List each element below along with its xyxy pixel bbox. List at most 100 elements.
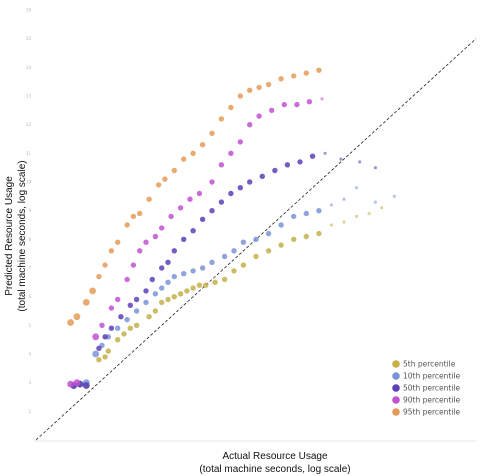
data-point <box>199 265 206 271</box>
data-point <box>199 216 206 222</box>
data-point <box>212 279 218 285</box>
data-point <box>196 190 203 197</box>
legend: 5th percentile 10th percentile 50th percen… <box>392 360 461 417</box>
y-tick-label: 10 <box>26 180 32 185</box>
data-point <box>367 211 371 216</box>
data-point <box>221 253 228 260</box>
x-axis-title: Actual Resource Usage <box>222 451 327 462</box>
data-point <box>137 210 143 217</box>
data-point <box>105 348 112 354</box>
data-point <box>115 337 121 343</box>
data-point <box>159 225 165 231</box>
data-point <box>309 153 316 159</box>
data-point <box>218 116 225 122</box>
data-point <box>171 294 177 300</box>
legend-swatch <box>392 408 400 416</box>
y-tick-label: 4 <box>28 352 31 357</box>
data-point <box>146 196 152 202</box>
data-point <box>291 213 297 220</box>
data-point <box>228 104 234 111</box>
data-point <box>133 322 140 328</box>
data-point <box>209 179 215 185</box>
y-tick-label: 9 <box>28 208 31 213</box>
data-point <box>240 239 247 245</box>
data-point <box>316 208 322 214</box>
y-tick-label: 16 <box>26 8 32 13</box>
data-point <box>342 220 346 224</box>
data-point <box>127 302 133 308</box>
data-point <box>133 296 140 303</box>
data-point <box>265 81 272 88</box>
data-point <box>253 236 259 242</box>
data-point <box>181 271 187 277</box>
data-point <box>265 248 272 254</box>
data-point <box>373 200 377 204</box>
legend-label: 50th percentile <box>403 384 461 393</box>
data-point <box>130 213 137 220</box>
data-point <box>284 162 291 168</box>
y-tick-label: 12 <box>26 122 32 127</box>
series-4 <box>67 67 322 326</box>
data-point <box>323 151 327 155</box>
data-point <box>247 179 253 185</box>
data-point <box>294 101 300 108</box>
data-point <box>181 236 187 242</box>
y-tick-label: 6 <box>28 294 31 299</box>
data-point <box>355 214 359 218</box>
data-point <box>190 285 196 291</box>
data-point <box>159 265 165 271</box>
data-point <box>256 84 262 91</box>
data-point <box>143 239 149 245</box>
data-point <box>291 236 297 242</box>
data-point <box>152 291 159 297</box>
data-point <box>102 334 108 340</box>
legend-label: 95th percentile <box>403 408 461 417</box>
data-point <box>221 276 228 283</box>
data-point <box>155 182 162 188</box>
data-point <box>96 273 102 280</box>
data-point <box>96 345 102 351</box>
y-tick-label: 2 <box>28 409 31 414</box>
data-point <box>168 213 174 220</box>
data-point <box>177 291 184 297</box>
data-point <box>130 262 137 268</box>
data-point <box>380 206 384 210</box>
data-point <box>181 156 187 162</box>
data-point <box>339 157 343 161</box>
series-2 <box>70 151 377 389</box>
data-point <box>196 282 203 288</box>
data-point <box>231 268 237 274</box>
data-point <box>278 222 284 228</box>
data-point <box>159 285 165 291</box>
data-point <box>209 208 215 214</box>
data-point <box>184 288 190 294</box>
data-point <box>102 262 108 268</box>
data-point <box>306 99 313 105</box>
data-point <box>272 167 278 174</box>
data-point <box>152 308 159 314</box>
data-point <box>115 296 121 303</box>
data-point <box>190 268 196 274</box>
data-point <box>96 357 102 363</box>
data-point <box>237 185 243 191</box>
data-point <box>373 166 377 170</box>
x-axis-subtitle: (total machine seconds, log scale) <box>199 464 350 475</box>
data-point <box>316 230 322 237</box>
data-point <box>152 233 159 240</box>
data-point <box>237 139 243 145</box>
data-point <box>118 314 124 320</box>
y-tick-label: 8 <box>28 237 31 242</box>
y-tick-label: 3 <box>28 380 31 385</box>
data-point <box>329 223 333 227</box>
legend-swatch <box>392 372 400 380</box>
data-point <box>231 248 237 254</box>
data-point <box>303 210 309 217</box>
data-point <box>133 308 140 314</box>
data-point <box>228 150 234 156</box>
data-point <box>259 173 265 179</box>
data-point <box>127 325 133 331</box>
data-point <box>121 331 127 337</box>
legend-swatch <box>392 396 400 404</box>
data-point <box>303 233 309 240</box>
data-point <box>124 316 130 323</box>
